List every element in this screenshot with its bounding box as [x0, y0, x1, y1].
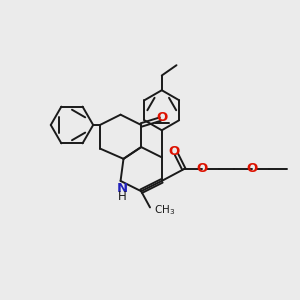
Text: O: O [246, 162, 257, 175]
Text: O: O [157, 110, 168, 124]
Text: O: O [169, 145, 180, 158]
Text: O: O [196, 162, 207, 175]
Text: H: H [118, 190, 126, 203]
Text: CH$_3$: CH$_3$ [154, 203, 175, 217]
Text: N: N [116, 182, 128, 195]
